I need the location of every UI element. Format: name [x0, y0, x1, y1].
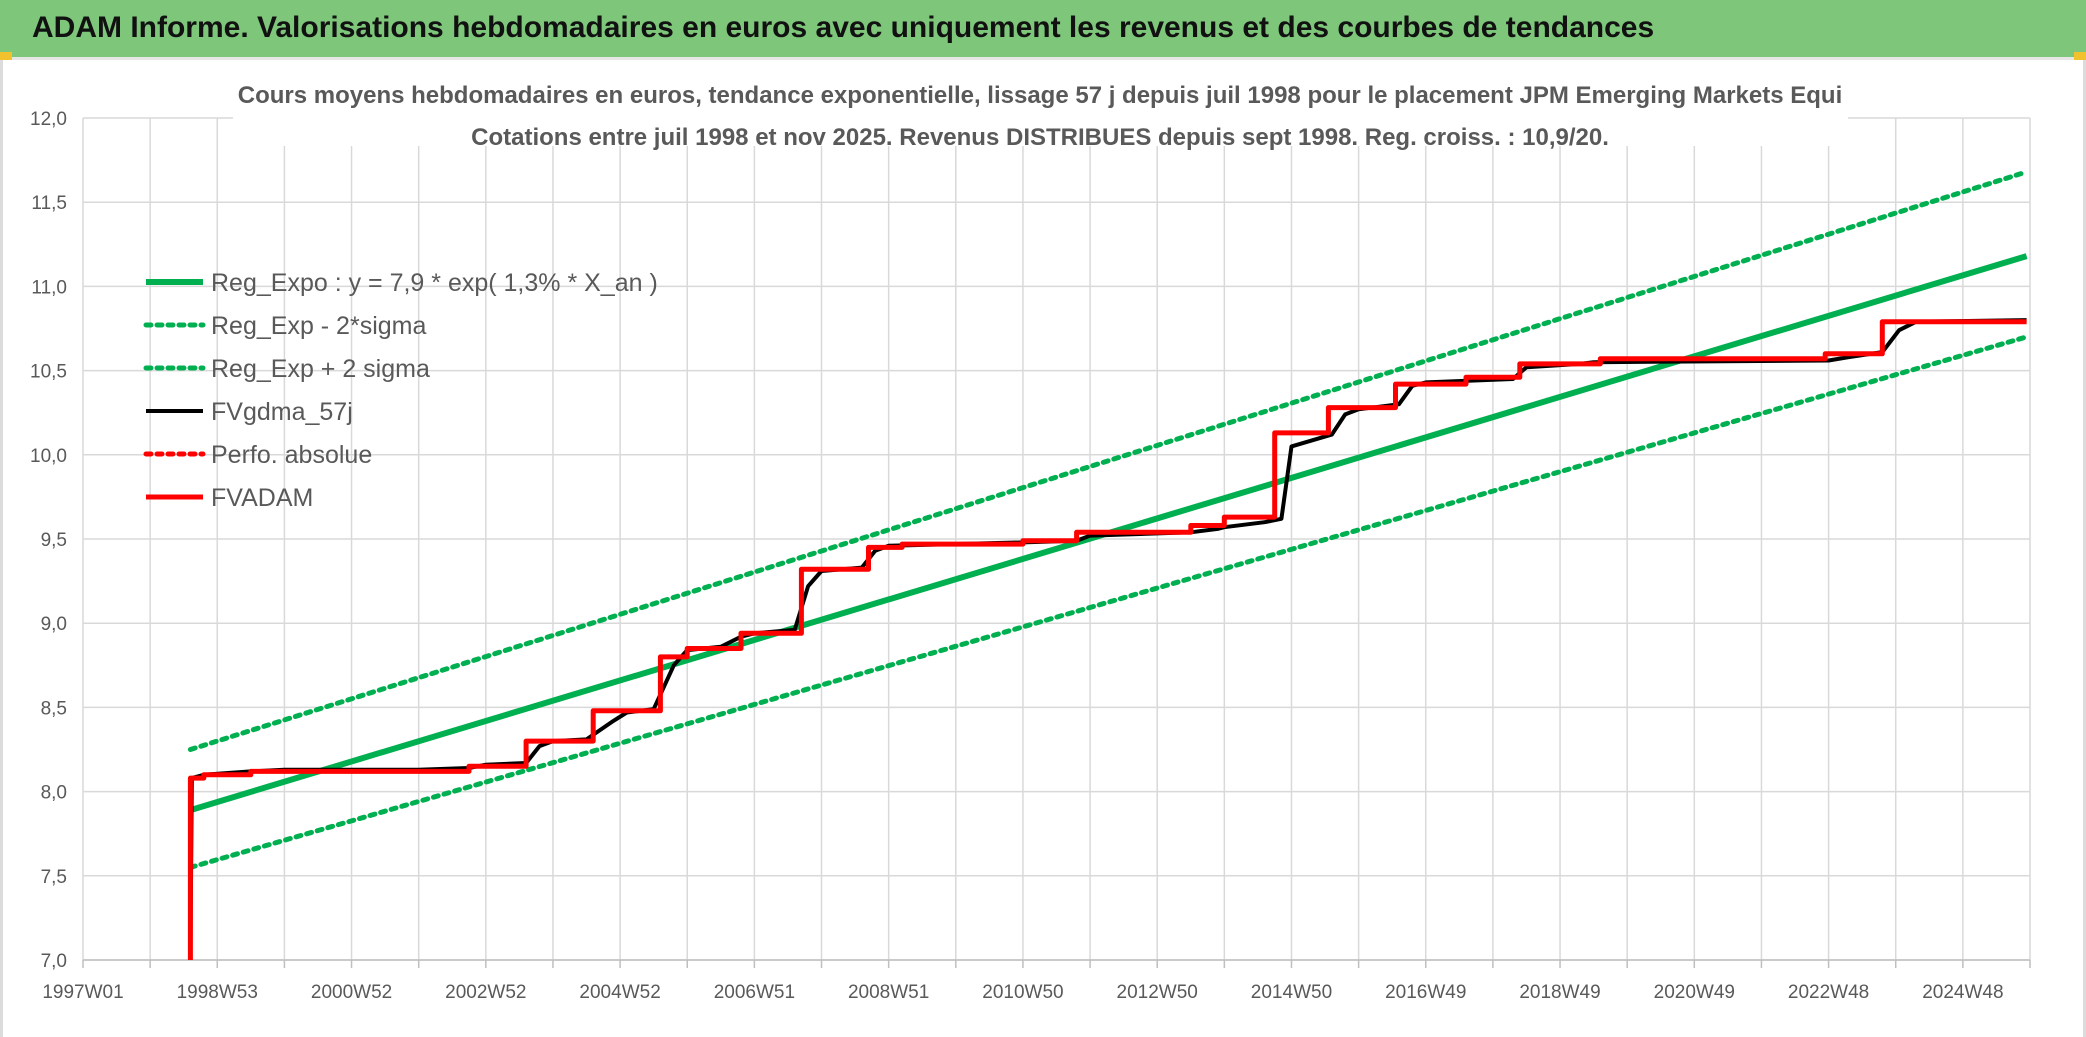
x-tick-label: 2014W50: [1251, 982, 1332, 1003]
y-tick-label: 7,5: [41, 867, 67, 888]
chart-title: Cours moyens hebdomadaires en euros, ten…: [238, 82, 1843, 109]
series-line-fvadam: [187, 319, 2027, 960]
legend-entry-label: Reg_Exp + 2 sigma: [211, 355, 430, 383]
y-tick-label: 7,0: [41, 951, 67, 972]
y-tick-label: 12,0: [30, 109, 67, 130]
axis-layer: 7,0 7,5 8,0 8,5 9,0 9,5 10,0 10,5 11,0 11,5 12,0 19…: [30, 109, 2031, 1003]
legend-entry-label: Reg_Expo : y = 7,9 * exp( 1,3% * X_an ): [211, 269, 658, 297]
x-tick-label: 2002W52: [445, 982, 526, 1003]
corner-accent-left: [0, 52, 12, 60]
legend-entry-label: FVgdma_57j: [211, 398, 353, 426]
y-tick-label: 10,0: [30, 446, 67, 467]
y-tick-label: 10,5: [30, 362, 67, 383]
series-layer: [187, 169, 2030, 961]
x-tick-label: 2022W48: [1788, 982, 1869, 1003]
x-tick-label: 2006W51: [714, 982, 795, 1003]
x-tick-label: 2020W49: [1654, 982, 1735, 1003]
series-line-fvgdma-57j: [188, 318, 2027, 961]
x-tick-label: 2018W49: [1519, 982, 1600, 1003]
x-tick-label: 2004W52: [579, 982, 660, 1003]
x-tick-label: 2012W50: [1117, 982, 1198, 1003]
y-tick-label: 9,0: [41, 614, 67, 635]
y-tick-label: 11,5: [31, 193, 67, 214]
legend: Reg_Expo : y = 7,9 * exp( 1,3% * X_an ) R…: [143, 269, 658, 512]
x-tick-label: 2000W52: [311, 982, 392, 1003]
legend-entry-label: Perfo. absolue: [211, 441, 372, 469]
legend-entry-label: Reg_Exp - 2*sigma: [211, 312, 426, 340]
y-tick-label: 9,5: [41, 530, 67, 551]
x-tick-label: 1998W53: [177, 982, 258, 1003]
x-tick-label: 2016W49: [1385, 982, 1466, 1003]
series-line-reg-exp-2-sigma: [187, 334, 2030, 870]
report-title: ADAM Informe. Valorisations hebdomadaire…: [32, 11, 1655, 44]
y-tick-label: 11,0: [31, 277, 67, 298]
report-banner: ADAM Informe. Valorisations hebdomadaire…: [0, 0, 2086, 60]
chart-area: 7,0 7,5 8,0 8,5 9,0 9,5 10,0 10,5 11,0 11,5 12,0 19…: [0, 60, 2086, 1037]
x-tick-label: 2008W51: [848, 982, 929, 1003]
chart-svg: 7,0 7,5 8,0 8,5 9,0 9,5 10,0 10,5 11,0 11,5 12,0 19…: [30, 66, 2031, 1003]
y-tick-label: 8,0: [41, 783, 67, 804]
y-tick-label: 8,5: [41, 698, 67, 719]
legend-entry-label: FVADAM: [211, 484, 313, 512]
title-background: [233, 66, 1848, 146]
x-tick-label: 2010W50: [982, 982, 1063, 1003]
x-tick-label: 1997W01: [42, 982, 123, 1003]
series-line-reg-exp-2-sigma: [187, 169, 2030, 752]
x-tick-label: 2024W48: [1922, 982, 2003, 1003]
corner-accent-right: [2074, 52, 2086, 60]
chart-subtitle: Cotations entre juil 1998 et nov 2025. R…: [471, 124, 1609, 151]
